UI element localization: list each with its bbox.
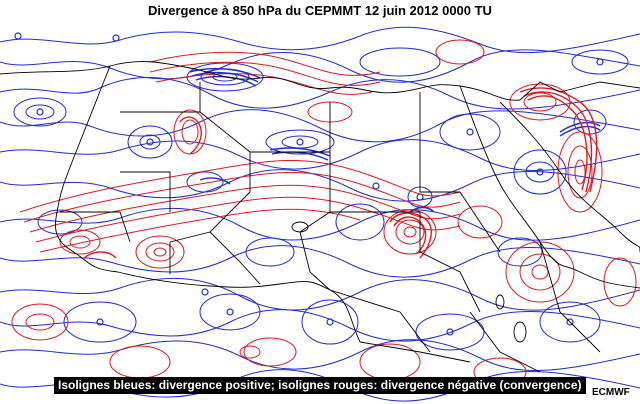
blue-extrema-markers [14,32,604,336]
red-isolines [11,39,637,387]
map-title: Divergence à 850 hPa du CEPMMT 12 juin 2… [148,3,492,18]
map-canvas [0,26,640,402]
source-credit: ECMWF [592,387,630,398]
divergence-map [0,22,640,404]
legend-caption: Isolignes bleues: divergence positive; i… [54,377,586,394]
country-borders [0,61,640,373]
red-dense-zones [83,87,598,259]
blue-isolines [0,26,640,402]
